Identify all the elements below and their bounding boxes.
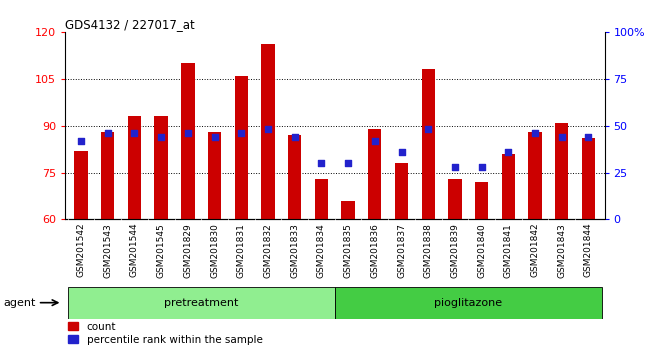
Bar	[395, 163, 408, 219]
Point	[370, 138, 380, 143]
Bar	[341, 201, 355, 219]
Point	[423, 127, 434, 132]
Text: GSM201836: GSM201836	[370, 223, 380, 278]
Point	[450, 164, 460, 170]
Bar	[528, 132, 541, 219]
Bar	[101, 132, 114, 219]
Bar	[502, 154, 515, 219]
Bar	[128, 116, 141, 219]
Text: GSM201835: GSM201835	[344, 223, 352, 278]
Bar	[475, 182, 488, 219]
Point	[476, 164, 487, 170]
Text: GSM201839: GSM201839	[450, 223, 460, 278]
Bar	[208, 132, 221, 219]
Bar	[315, 179, 328, 219]
Text: agent: agent	[3, 298, 36, 308]
Bar	[235, 76, 248, 219]
Point	[583, 134, 593, 140]
Text: GSM201843: GSM201843	[557, 223, 566, 278]
Point	[289, 134, 300, 140]
Text: GSM201542: GSM201542	[77, 223, 86, 278]
Text: GSM201840: GSM201840	[477, 223, 486, 278]
Text: pioglitazone: pioglitazone	[434, 298, 502, 308]
Bar	[261, 44, 275, 219]
Point	[156, 134, 166, 140]
Point	[556, 134, 567, 140]
Text: pretreatment: pretreatment	[164, 298, 239, 308]
Bar	[368, 129, 382, 219]
Bar	[582, 138, 595, 219]
Point	[263, 127, 273, 132]
Point	[129, 130, 140, 136]
Point	[503, 149, 514, 155]
Point	[76, 138, 86, 143]
Text: GSM201837: GSM201837	[397, 223, 406, 278]
Bar	[422, 69, 435, 219]
Text: GSM201545: GSM201545	[157, 223, 166, 278]
Point	[236, 130, 246, 136]
Bar	[335, 287, 602, 319]
Point	[316, 160, 326, 166]
Point	[103, 130, 113, 136]
Text: GSM201833: GSM201833	[290, 223, 299, 278]
Point	[396, 149, 407, 155]
Text: GSM201829: GSM201829	[183, 223, 192, 278]
Point	[343, 160, 354, 166]
Point	[209, 134, 220, 140]
Bar	[74, 151, 88, 219]
Bar	[448, 179, 461, 219]
Text: GSM201831: GSM201831	[237, 223, 246, 278]
Point	[530, 130, 540, 136]
Text: GDS4132 / 227017_at: GDS4132 / 227017_at	[65, 18, 195, 31]
Text: GSM201544: GSM201544	[130, 223, 139, 278]
Text: GSM201832: GSM201832	[263, 223, 272, 278]
Bar	[68, 287, 335, 319]
Text: GSM201834: GSM201834	[317, 223, 326, 278]
Text: GSM201844: GSM201844	[584, 223, 593, 278]
Text: GSM201838: GSM201838	[424, 223, 433, 278]
Text: GSM201830: GSM201830	[210, 223, 219, 278]
Point	[183, 130, 193, 136]
Text: GSM201842: GSM201842	[530, 223, 540, 278]
Bar	[555, 122, 569, 219]
Bar	[288, 135, 302, 219]
Legend: count, percentile rank within the sample: count, percentile rank within the sample	[64, 317, 266, 349]
Bar	[155, 116, 168, 219]
Text: GSM201543: GSM201543	[103, 223, 112, 278]
Text: GSM201841: GSM201841	[504, 223, 513, 278]
Bar	[181, 63, 194, 219]
